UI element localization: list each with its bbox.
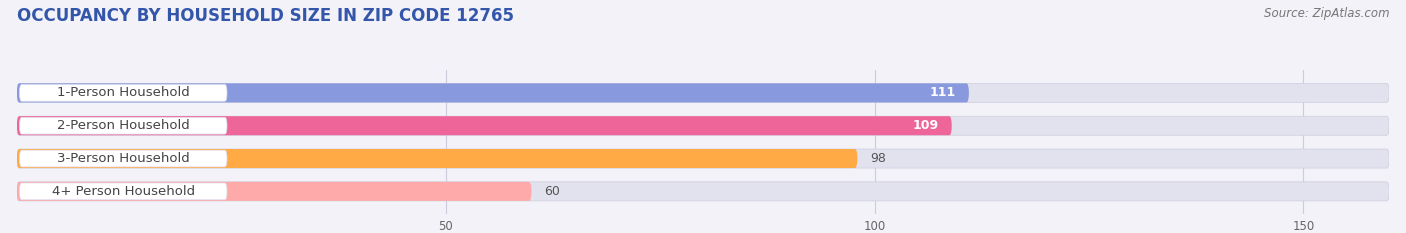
FancyBboxPatch shape — [20, 117, 226, 134]
FancyBboxPatch shape — [20, 85, 226, 101]
FancyBboxPatch shape — [17, 116, 1389, 135]
Text: 2-Person Household: 2-Person Household — [56, 119, 190, 132]
Text: 60: 60 — [544, 185, 560, 198]
Text: 4+ Person Household: 4+ Person Household — [52, 185, 195, 198]
FancyBboxPatch shape — [17, 83, 1389, 103]
Text: 98: 98 — [870, 152, 886, 165]
Text: 1-Person Household: 1-Person Household — [56, 86, 190, 99]
FancyBboxPatch shape — [20, 150, 226, 167]
Text: 111: 111 — [929, 86, 956, 99]
Text: 109: 109 — [912, 119, 939, 132]
Text: Source: ZipAtlas.com: Source: ZipAtlas.com — [1264, 7, 1389, 20]
Text: OCCUPANCY BY HOUSEHOLD SIZE IN ZIP CODE 12765: OCCUPANCY BY HOUSEHOLD SIZE IN ZIP CODE … — [17, 7, 513, 25]
Text: 3-Person Household: 3-Person Household — [56, 152, 190, 165]
FancyBboxPatch shape — [17, 83, 969, 103]
FancyBboxPatch shape — [17, 182, 1389, 201]
FancyBboxPatch shape — [17, 116, 952, 135]
FancyBboxPatch shape — [17, 182, 531, 201]
FancyBboxPatch shape — [17, 149, 858, 168]
FancyBboxPatch shape — [20, 183, 226, 200]
FancyBboxPatch shape — [17, 149, 1389, 168]
